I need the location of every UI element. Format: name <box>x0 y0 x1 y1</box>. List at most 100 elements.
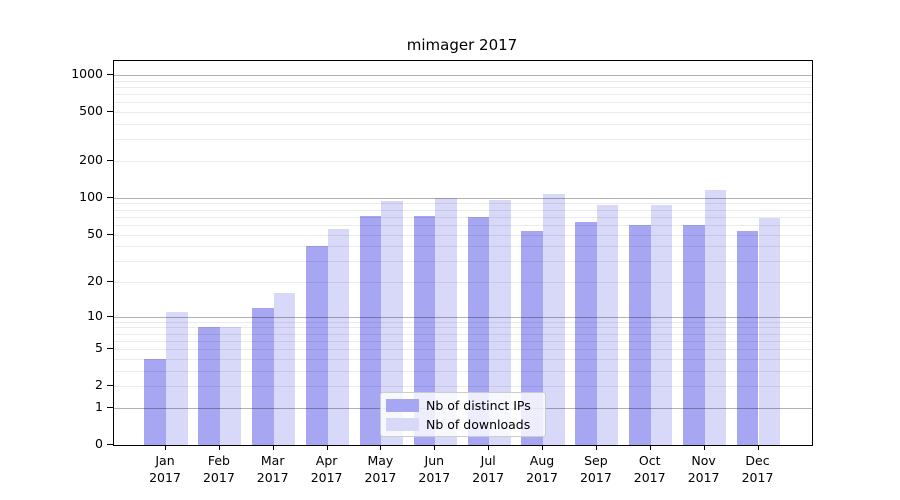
x-tick-mark-sep <box>595 445 597 450</box>
y-tick-mark-500 <box>107 111 113 113</box>
x-tick-label-apr: Apr 2017 <box>310 453 343 485</box>
x-tick-label-jun: Jun 2017 <box>418 453 451 485</box>
y-tick-label-100: 100 <box>79 188 103 204</box>
minor-gridline-300 <box>114 139 812 141</box>
x-tick-label-mar: Mar 2017 <box>256 453 289 485</box>
y-tick-mark-0 <box>107 444 113 445</box>
x-tick-mark-jan <box>165 445 166 450</box>
minor-gridline-400 <box>114 124 812 125</box>
x-tick-label-jul: Jul 2017 <box>472 453 505 485</box>
bar-jan-distinct-ips <box>144 358 166 445</box>
y-tick-label-2: 2 <box>95 377 103 393</box>
minor-gridline-3 <box>114 370 812 372</box>
bar-sep-distinct-ips <box>575 222 597 445</box>
legend: Nb of distinct IPs Nb of downloads <box>380 392 546 437</box>
minor-gridline-200 <box>114 161 812 162</box>
bar-mar-distinct-ips <box>252 307 274 445</box>
bar-jul-downloads <box>489 200 511 445</box>
minor-gridline-700 <box>114 94 812 96</box>
y-tick-label-1: 1 <box>95 398 103 414</box>
minor-gridline-900 <box>114 80 812 82</box>
minor-gridline-30 <box>114 261 812 263</box>
bar-nov-distinct-ips <box>683 224 705 445</box>
minor-gridline-20 <box>114 282 812 283</box>
minor-gridline-6 <box>114 340 812 342</box>
minor-gridline-70 <box>114 216 812 218</box>
y-tick-mark-20 <box>107 281 113 282</box>
y-tick-label-50: 50 <box>87 225 103 241</box>
y-tick-label-10: 10 <box>87 307 103 323</box>
y-tick-mark-1000 <box>107 74 113 75</box>
y-tick-mark-200 <box>107 160 113 161</box>
x-tick-label-feb: Feb 2017 <box>202 453 235 485</box>
bar-jul-distinct-ips <box>467 216 490 445</box>
bar-nov-downloads <box>704 189 727 445</box>
plot-area <box>113 60 813 446</box>
bar-may-distinct-ips <box>359 216 382 445</box>
y-tick-mark-50 <box>107 233 113 235</box>
legend-label-distinct-ips: Nb of distinct IPs <box>426 397 531 413</box>
y-tick-mark-2 <box>107 385 113 387</box>
minor-gridline-2 <box>114 386 812 388</box>
x-tick-mark-apr <box>326 445 328 450</box>
bar-apr-distinct-ips <box>306 246 328 445</box>
y-tick-label-1000: 1000 <box>71 66 103 81</box>
y-tick-label-500: 500 <box>79 103 103 119</box>
minor-gridline-7 <box>114 333 812 335</box>
x-tick-label-nov: Nov 2017 <box>687 453 720 485</box>
bar-dec-distinct-ips <box>736 231 759 445</box>
minor-gridline-5 <box>114 349 812 351</box>
minor-gridline-600 <box>114 102 812 104</box>
bar-feb-distinct-ips <box>198 327 220 445</box>
y-tick-label-5: 5 <box>95 340 103 356</box>
x-tick-label-aug: Aug 2017 <box>526 453 558 485</box>
y-tick-mark-10 <box>107 315 113 317</box>
minor-gridline-40 <box>114 246 812 248</box>
y-tick-label-0: 0 <box>95 436 103 451</box>
x-tick-mark-jul <box>488 445 490 450</box>
x-tick-mark-may <box>380 445 382 450</box>
x-tick-label-dec: Dec 2017 <box>741 453 774 485</box>
bar-sep-downloads <box>596 204 619 445</box>
y-tick-mark-100 <box>107 196 113 198</box>
bar-jun-distinct-ips <box>413 216 436 445</box>
x-tick-mark-jun <box>434 445 436 450</box>
major-gridline-100 <box>114 197 812 199</box>
minor-gridline-4 <box>114 358 812 360</box>
x-tick-mark-feb <box>218 445 220 450</box>
y-tick-label-20: 20 <box>87 273 103 288</box>
chart-title: mimager 2017 <box>406 36 518 54</box>
x-tick-mark-oct <box>649 445 651 450</box>
x-tick-mark-mar <box>272 445 274 450</box>
x-tick-label-may: May 2017 <box>364 453 397 485</box>
bar-dec-downloads <box>758 217 781 445</box>
minor-gridline-800 <box>114 87 812 88</box>
x-tick-mark-dec <box>757 445 759 450</box>
major-gridline-10 <box>114 316 812 318</box>
minor-gridline-8 <box>114 327 812 329</box>
bar-jun-downloads <box>435 197 457 445</box>
minor-gridline-80 <box>114 209 812 211</box>
bar-aug-downloads <box>543 193 565 445</box>
bar-jan-downloads <box>166 311 188 445</box>
legend-swatch-downloads <box>386 417 419 431</box>
minor-gridline-50 <box>114 234 812 236</box>
x-tick-label-sep: Sep 2017 <box>579 453 612 485</box>
bar-feb-downloads <box>219 327 242 445</box>
x-tick-mark-aug <box>542 445 543 450</box>
legend-label-downloads: Nb of downloads <box>426 416 531 432</box>
minor-gridline-90 <box>114 203 812 205</box>
bar-aug-distinct-ips <box>521 231 543 445</box>
y-tick-label-200: 200 <box>79 152 103 167</box>
minor-gridline-500 <box>114 112 812 114</box>
x-tick-mark-nov <box>703 445 705 450</box>
bar-oct-distinct-ips <box>629 224 651 445</box>
x-tick-label-oct: Oct 2017 <box>633 453 666 485</box>
bar-may-downloads <box>381 200 403 445</box>
minor-gridline-60 <box>114 224 812 226</box>
legend-item-distinct-ips: Nb of distinct IPs <box>386 397 545 413</box>
bar-oct-downloads <box>650 205 673 445</box>
y-tick-mark-1 <box>107 406 113 408</box>
legend-item-downloads: Nb of downloads <box>386 416 545 432</box>
